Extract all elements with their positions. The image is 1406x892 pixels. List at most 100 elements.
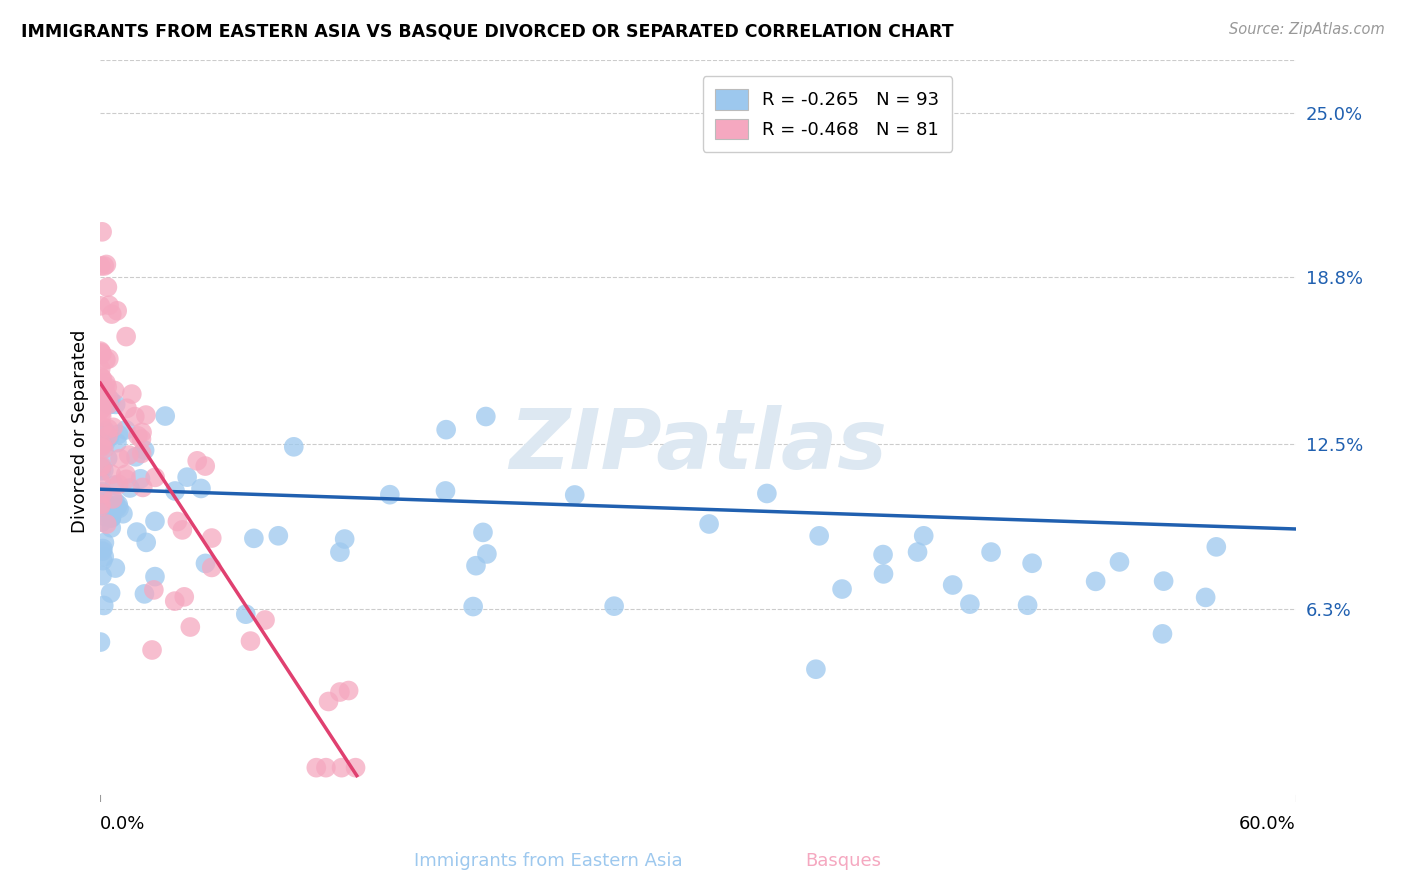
Point — [143, 470, 166, 484]
Point — [143, 514, 166, 528]
Point — [472, 525, 495, 540]
Point — [97, 422, 120, 436]
Point — [103, 478, 125, 492]
Point — [235, 607, 257, 622]
Point — [98, 501, 121, 516]
Point — [980, 545, 1002, 559]
Point — [101, 491, 124, 506]
Point — [912, 529, 935, 543]
Point — [163, 594, 186, 608]
Point — [186, 454, 208, 468]
Text: IMMIGRANTS FROM EASTERN ASIA VS BASQUE DIVORCED OR SEPARATED CORRELATION CHART: IMMIGRANTS FROM EASTERN ASIA VS BASQUE D… — [21, 22, 953, 40]
Point — [90, 459, 112, 474]
Point — [108, 501, 131, 516]
Point — [124, 409, 146, 424]
Point — [134, 443, 156, 458]
Point — [91, 399, 114, 413]
Point — [93, 383, 115, 397]
Point — [201, 560, 224, 574]
Y-axis label: Divorced or Separated: Divorced or Separated — [72, 329, 89, 533]
Point — [97, 397, 120, 411]
Point — [305, 761, 328, 775]
Point — [115, 329, 138, 343]
Point — [114, 467, 136, 482]
Point — [94, 496, 117, 510]
Point — [104, 494, 127, 508]
Point — [463, 599, 485, 614]
Point — [111, 507, 134, 521]
Point — [115, 423, 138, 437]
Point — [172, 523, 194, 537]
Point — [98, 398, 121, 412]
Point — [201, 531, 224, 545]
Point — [93, 549, 115, 564]
Point — [804, 662, 827, 676]
Point — [90, 362, 112, 376]
Point — [118, 448, 141, 462]
Point — [90, 500, 112, 514]
Point — [872, 566, 894, 581]
Point — [131, 446, 153, 460]
Point — [94, 424, 117, 438]
Point — [254, 613, 277, 627]
Point — [90, 345, 112, 359]
Text: ZIPatlas: ZIPatlas — [509, 405, 887, 486]
Point — [1195, 591, 1218, 605]
Point — [267, 529, 290, 543]
Point — [1152, 627, 1174, 641]
Point — [100, 511, 122, 525]
Point — [91, 225, 114, 239]
Point — [125, 524, 148, 539]
Point — [333, 532, 356, 546]
Point — [179, 620, 201, 634]
Point — [90, 484, 112, 499]
Point — [243, 532, 266, 546]
Point — [100, 510, 122, 524]
Point — [94, 352, 117, 367]
Point — [91, 544, 114, 558]
Point — [434, 483, 457, 498]
Point — [105, 435, 128, 450]
Point — [90, 393, 112, 408]
Point — [90, 259, 112, 273]
Point — [98, 298, 121, 312]
Point — [831, 582, 853, 596]
Legend: R = -0.265   N = 93, R = -0.468   N = 81: R = -0.265 N = 93, R = -0.468 N = 81 — [703, 76, 952, 152]
Point — [344, 761, 367, 775]
Point — [315, 761, 337, 775]
Point — [100, 467, 122, 482]
Point — [1084, 574, 1107, 589]
Point — [337, 683, 360, 698]
Point — [959, 597, 981, 611]
Point — [115, 472, 138, 486]
Point — [942, 578, 965, 592]
Point — [194, 458, 217, 473]
Point — [104, 397, 127, 411]
Point — [118, 481, 141, 495]
Point — [318, 694, 340, 708]
Point — [94, 435, 117, 450]
Point — [90, 406, 112, 420]
Point — [434, 423, 457, 437]
Point — [90, 496, 112, 510]
Point — [89, 344, 111, 359]
Point — [155, 409, 177, 423]
Point — [755, 486, 778, 500]
Point — [330, 761, 353, 775]
Point — [90, 486, 112, 500]
Point — [91, 371, 114, 385]
Point — [104, 384, 127, 398]
Point — [165, 483, 187, 498]
Point — [89, 475, 111, 489]
Point — [90, 409, 112, 424]
Point — [125, 450, 148, 464]
Point — [104, 561, 127, 575]
Point — [872, 548, 894, 562]
Point — [93, 442, 115, 456]
Point — [94, 376, 117, 390]
Point — [127, 429, 149, 443]
Point — [697, 516, 720, 531]
Point — [176, 470, 198, 484]
Point — [475, 409, 498, 424]
Point — [135, 408, 157, 422]
